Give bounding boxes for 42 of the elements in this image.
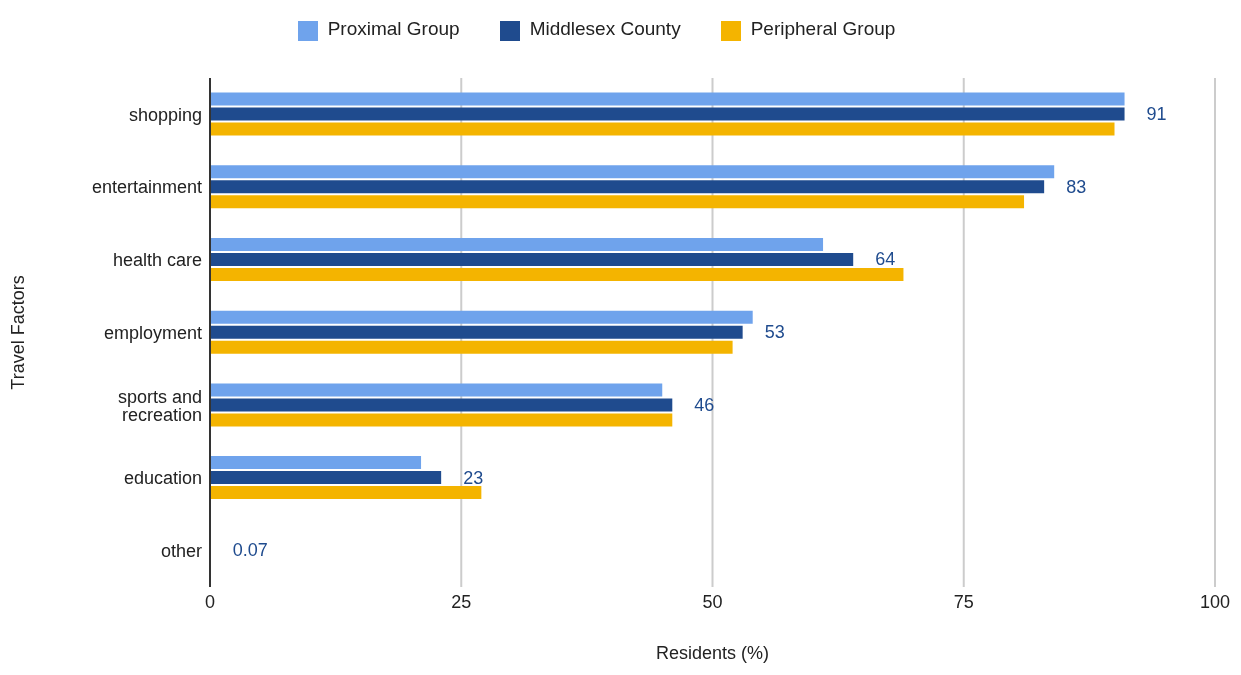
y-tick-label: education: [123, 468, 202, 489]
x-tick-label: 100: [1199, 591, 1231, 612]
data-label: 83: [1066, 176, 1087, 197]
bar: [210, 267, 904, 281]
y-tick-label: employment: [103, 322, 202, 343]
x-tick-label: 0: [204, 591, 216, 612]
bar: [210, 398, 673, 412]
y-tick-label: other: [160, 541, 202, 562]
bar: [210, 310, 753, 324]
data-label: 64: [875, 249, 896, 270]
x-axis-title: Residents (%): [655, 643, 770, 663]
y-tick-label: entertainment: [91, 177, 202, 198]
bar: [210, 195, 1025, 209]
legend-label: Middlesex County: [529, 18, 681, 39]
data-label: 23: [463, 467, 484, 488]
y-tick-label: health care: [112, 250, 202, 271]
legend-label: Peripheral Group: [750, 18, 896, 39]
x-tick-label: 75: [953, 591, 974, 612]
bar: [210, 383, 663, 397]
data-label: 91: [1146, 104, 1167, 125]
y-tick-label: shopping: [128, 104, 202, 125]
x-tick-label: 50: [702, 591, 723, 612]
data-label: 0.07: [232, 540, 268, 561]
y-tick-label: sports and recreation: [117, 386, 202, 425]
bar: [210, 107, 1125, 121]
legend-label: Proximal Group: [327, 18, 460, 39]
data-label: 53: [764, 322, 785, 343]
bar: [210, 340, 733, 354]
x-tick-label: 25: [451, 591, 472, 612]
bar: [210, 165, 1055, 179]
bar: [210, 413, 673, 427]
bar: [210, 471, 442, 485]
bar: [210, 456, 422, 470]
bar: [210, 122, 1115, 136]
bar: [210, 325, 743, 339]
bar: [210, 237, 824, 251]
bar: [210, 180, 1045, 194]
y-axis-title: Travel Factors: [8, 275, 29, 390]
bar: [210, 92, 1125, 106]
bar: [210, 486, 482, 500]
bar: [210, 252, 854, 266]
data-label: 46: [694, 394, 715, 415]
